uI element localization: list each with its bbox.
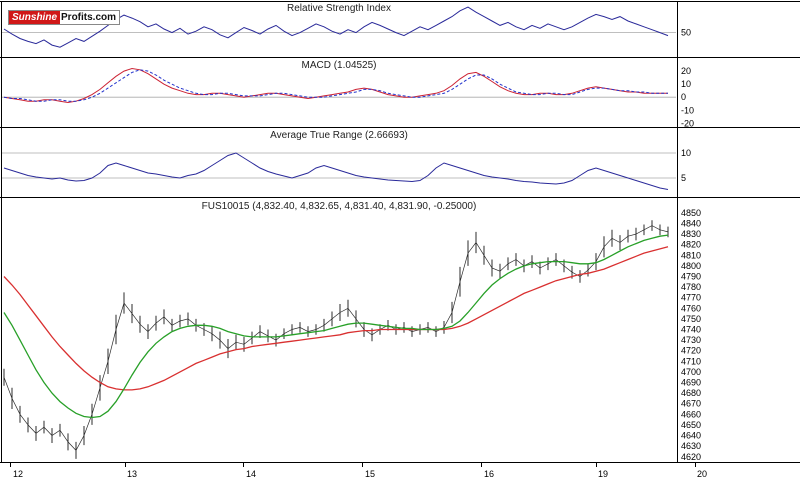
y-axis-label-atr: 10 (681, 148, 691, 158)
y-axis-label-macd: -10 (681, 105, 694, 115)
x-axis-label: 15 (365, 469, 375, 479)
y-axis-label-price: 4850 (681, 208, 701, 218)
y-axis-label-macd: -20 (681, 118, 694, 128)
y-axis-label-price: 4800 (681, 261, 701, 271)
y-axis-label-macd: 0 (681, 92, 686, 102)
y-axis-label-price: 4720 (681, 346, 701, 356)
y-axis-label-price: 4710 (681, 356, 701, 366)
y-axis-label-price: 4730 (681, 335, 701, 345)
logo-sunshine-text: Sunshine (9, 11, 61, 24)
y-axis-label-price: 4750 (681, 314, 701, 324)
x-axis-label: 20 (697, 469, 707, 479)
price-panel-title: FUS10015 (4,832.40, 4,832.65, 4,831.40, … (201, 201, 477, 212)
y-axis-label-price: 4680 (681, 388, 701, 398)
y-axis-label-price: 4620 (681, 452, 701, 462)
rsi-panel-title: Relative Strength Index (287, 3, 391, 14)
y-axis-label-price: 4770 (681, 293, 701, 303)
y-axis-label-price: 4780 (681, 282, 701, 292)
y-axis-label-price: 4670 (681, 399, 701, 409)
logo-profits-text: Profits.com (61, 12, 117, 23)
y-axis-label-price: 4840 (681, 219, 701, 229)
ma-slow-line (3, 246, 669, 391)
y-axis-label-price: 4630 (681, 441, 701, 451)
y-axis-label-price: 4820 (681, 240, 701, 250)
y-axis-label-price: 4760 (681, 303, 701, 313)
macd-macd-line (3, 67, 668, 104)
macd-signal-line (3, 69, 668, 102)
macd-panel-title: MACD (1.04525) (301, 60, 377, 71)
y-axis-label-price: 4640 (681, 431, 701, 441)
y-axis-label-price: 4650 (681, 420, 701, 430)
ma-fast-line (3, 234, 669, 419)
y-axis-label-price: 4740 (681, 325, 701, 335)
x-axis-label: 12 (13, 469, 23, 479)
y-axis-label-macd: 20 (681, 66, 691, 76)
y-axis-label-price: 4810 (681, 250, 701, 260)
y-axis-label-price: 4690 (681, 378, 701, 388)
sunshine-profits-logo: Sunshine Profits.com (8, 10, 121, 25)
y-axis-label-price: 4830 (681, 229, 701, 239)
x-axis-label: 19 (598, 469, 608, 479)
y-axis-label-macd: 10 (681, 79, 691, 89)
y-axis-label-price: 4790 (681, 272, 701, 282)
y-axis-label-atr: 5 (681, 173, 686, 183)
y-axis-label-rsi: 50 (681, 28, 691, 38)
x-axis-label: 16 (484, 469, 494, 479)
y-axis-label-price: 4660 (681, 409, 701, 419)
atr-panel-title: Average True Range (2.66693) (270, 130, 408, 141)
x-axis-label: 14 (246, 469, 256, 479)
y-axis-label-price: 4700 (681, 367, 701, 377)
atr-atr-line (3, 152, 669, 190)
x-axis-label: 13 (127, 469, 137, 479)
price-line (3, 225, 669, 451)
